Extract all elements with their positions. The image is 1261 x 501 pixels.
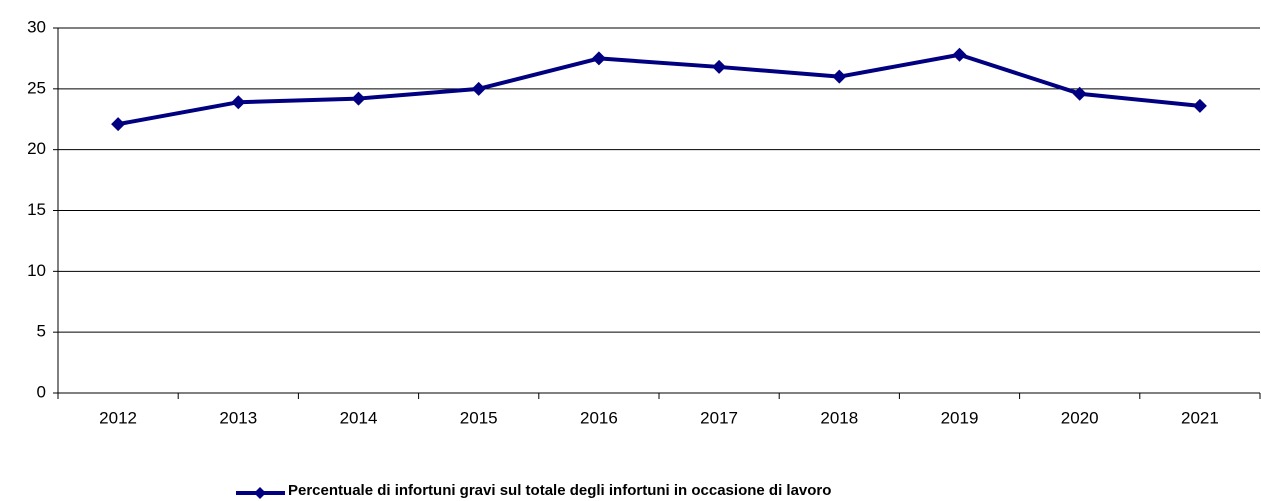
y-tick-label: 25 bbox=[27, 78, 46, 97]
data-point bbox=[832, 69, 847, 84]
y-tick-label: 0 bbox=[37, 382, 46, 401]
x-tick-label: 2021 bbox=[1181, 408, 1219, 427]
y-tick-label: 20 bbox=[27, 139, 46, 158]
x-tick-label: 2016 bbox=[580, 408, 618, 427]
legend-text: Percentuale di infortuni gravi sul total… bbox=[288, 482, 831, 499]
y-tick-label: 5 bbox=[37, 322, 46, 341]
series-line bbox=[117, 52, 1201, 127]
data-point bbox=[591, 51, 606, 66]
y-tick-label: 10 bbox=[27, 261, 46, 280]
x-tick-label: 2012 bbox=[99, 408, 137, 427]
data-point bbox=[231, 95, 246, 110]
x-tick-label: 2018 bbox=[820, 408, 858, 427]
data-point bbox=[1072, 86, 1087, 101]
data-point bbox=[111, 117, 126, 132]
y-tick-label: 15 bbox=[27, 200, 46, 219]
y-tick-label: 30 bbox=[27, 17, 46, 36]
data-point bbox=[952, 47, 967, 62]
data-point bbox=[351, 91, 366, 106]
data-point bbox=[471, 81, 486, 96]
x-tick-label: 2015 bbox=[460, 408, 498, 427]
legend-marker bbox=[254, 487, 266, 499]
x-tick-label: 2014 bbox=[340, 408, 378, 427]
x-tick-label: 2013 bbox=[219, 408, 257, 427]
data-point bbox=[1192, 98, 1207, 113]
x-tick-label: 2017 bbox=[700, 408, 738, 427]
data-point bbox=[712, 59, 727, 74]
x-tick-label: 2020 bbox=[1061, 408, 1099, 427]
x-tick-label: 2019 bbox=[941, 408, 979, 427]
